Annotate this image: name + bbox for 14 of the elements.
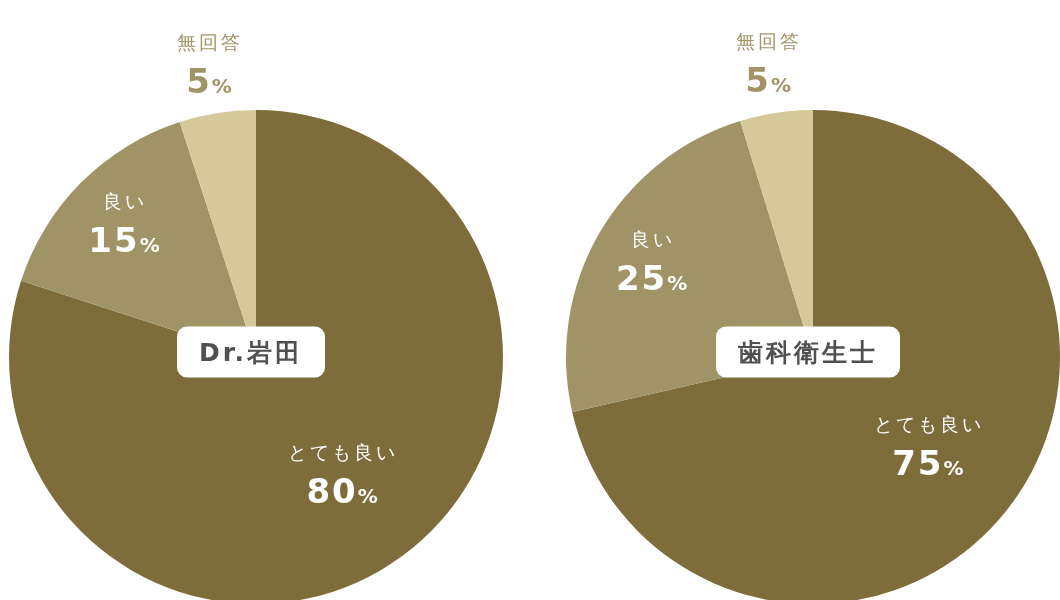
text: 歯科衛生士 — [716, 326, 900, 378]
slice-label: 無回答 — [736, 30, 803, 53]
data-label: 75% — [892, 443, 966, 484]
data-label: 80% — [306, 470, 380, 511]
data-label: 25% — [615, 258, 690, 299]
data-label: 5% — [745, 60, 794, 101]
slice-label: 無回答 — [177, 30, 244, 53]
data-label: 5% — [186, 60, 234, 101]
slice-label: とても良い — [873, 413, 984, 436]
data-label: 15% — [88, 220, 162, 261]
slice-label: 良い — [103, 190, 148, 213]
text: Dr.岩田 — [176, 326, 326, 378]
slice-label: 良い — [630, 228, 675, 251]
slice-label: とても良い — [288, 440, 399, 463]
